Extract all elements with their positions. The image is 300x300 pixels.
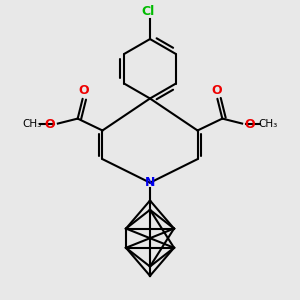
Text: O: O — [78, 84, 89, 98]
Text: Cl: Cl — [141, 5, 154, 18]
Text: CH₃: CH₃ — [22, 118, 42, 128]
Text: N: N — [145, 176, 155, 189]
Text: O: O — [245, 118, 255, 131]
Text: O: O — [211, 84, 222, 98]
Text: O: O — [45, 118, 55, 131]
Text: CH₃: CH₃ — [258, 118, 278, 128]
